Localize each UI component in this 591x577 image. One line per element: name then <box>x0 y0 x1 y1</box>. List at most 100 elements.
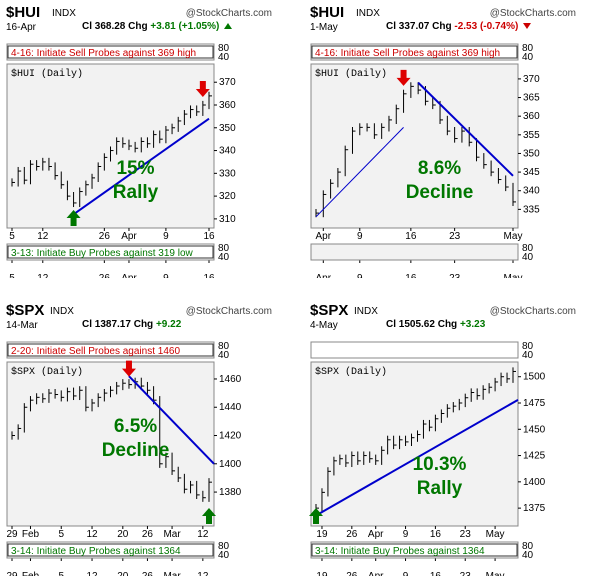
indicator-scale-label: 80 <box>522 341 534 352</box>
indicator-scale-label: 40 <box>218 550 230 561</box>
x-tick-label: 12 <box>86 529 98 540</box>
x-tick-label: 16 <box>405 273 417 278</box>
quote-line: Cl 1387.17 Chg +9.22 <box>82 319 182 330</box>
x-tick-label: May <box>486 529 505 540</box>
x-tick-label: 12 <box>37 273 49 278</box>
y-tick-label: 1400 <box>219 459 242 470</box>
x-tick-label: 26 <box>99 231 111 242</box>
x-tick-label: 29 <box>6 571 18 576</box>
x-tick-label: Mar <box>163 571 181 576</box>
x-tick-label: 23 <box>460 571 472 576</box>
top-indicator-text: 4-16: Initiate Sell Probes against 369 h… <box>11 48 196 59</box>
indicator-scale-label: 40 <box>522 52 534 63</box>
quote-line: Cl 337.07 Chg -2.53 (-0.74%) <box>386 21 532 32</box>
quote-line: Cl 1505.62 Chg +3.23 <box>386 319 486 330</box>
x-tick-label: 26 <box>346 529 358 540</box>
x-tick-label: 26 <box>99 273 111 278</box>
trendline-thin <box>315 127 404 218</box>
y-tick-label: 1375 <box>523 503 546 514</box>
buy-arrow-icon <box>309 508 323 524</box>
indicator-scale-label: 40 <box>522 550 534 561</box>
y-tick-label: 360 <box>219 100 236 111</box>
sell-arrow-icon <box>121 360 136 377</box>
x-tick-label: May <box>486 571 505 576</box>
x-tick-label: 26 <box>142 529 154 540</box>
down-triangle-icon <box>523 23 532 30</box>
y-tick-label: 1460 <box>219 374 242 385</box>
price-area <box>6 63 215 229</box>
indicator-scale-label: 80 <box>218 341 230 352</box>
chart-svg: 4-16: Initiate Sell Probes against 369 h… <box>310 43 540 278</box>
change-value: +3.81 (+1.05%) <box>150 21 220 32</box>
symbol: $HUI <box>310 4 345 21</box>
trendline <box>128 375 215 465</box>
date-label: 1-May <box>310 22 338 33</box>
y-tick-label: 365 <box>523 93 540 104</box>
price-label: $HUI (Daily) <box>11 68 83 80</box>
indicator-scale-label: 80 <box>522 243 534 254</box>
bottom-indicator-text: 3-14: Initiate Buy Probes against 1364 <box>11 546 181 557</box>
indicator-scale-label: 40 <box>218 52 230 63</box>
exchange: INDX <box>354 306 378 317</box>
x-tick-label: 16 <box>203 273 215 278</box>
x-tick-label: Apr <box>316 231 332 242</box>
x-tick-label: May <box>504 273 523 278</box>
bottom-indicator-box <box>311 543 518 557</box>
x-tick-label: 9 <box>163 273 169 278</box>
quote-line: Cl 368.28 Chg +3.81 (+1.05%) <box>82 21 233 32</box>
y-tick-label: 370 <box>523 74 540 85</box>
x-tick-label: 16 <box>430 571 442 576</box>
y-tick-label: 1450 <box>523 424 546 435</box>
annotation-word: Decline <box>406 182 474 203</box>
change-value: +9.22 <box>155 319 182 330</box>
chart-panel-spx-decline: $SPX INDX @StockCharts.com 14-Mar Cl 138… <box>4 302 282 576</box>
x-tick-label: Apr <box>121 273 137 278</box>
indicator-scale-label: 80 <box>218 43 230 54</box>
x-tick-label: 9 <box>357 231 363 242</box>
chart-panel-hui-decline: $HUI INDX @StockCharts.com 1-May Cl 337.… <box>308 4 586 278</box>
y-tick-label: 355 <box>523 130 540 141</box>
x-tick-label: 23 <box>460 529 472 540</box>
indicator-scale-label: 40 <box>522 350 534 361</box>
top-indicator-box <box>311 45 518 59</box>
x-tick-label: 9 <box>357 273 363 278</box>
trendline <box>417 81 514 177</box>
y-tick-label: 1440 <box>219 402 242 413</box>
date-label: 4-May <box>310 320 338 331</box>
x-tick-label: 20 <box>117 571 129 576</box>
bottom-indicator-text: 3-14: Initiate Buy Probes against 1364 <box>315 546 485 557</box>
y-tick-label: 1420 <box>219 431 242 442</box>
trendline <box>315 398 519 517</box>
x-tick-label: 5 <box>9 273 15 278</box>
indicator-scale-label: 80 <box>522 43 534 54</box>
x-tick-label: May <box>504 231 523 242</box>
chart-header: $HUI INDX @StockCharts.com 16-Apr Cl 368… <box>4 4 282 40</box>
exchange: INDX <box>50 306 74 317</box>
x-tick-label: 12 <box>197 571 209 576</box>
y-tick-label: 1380 <box>219 487 242 498</box>
chart-svg: 4-16: Initiate Sell Probes against 369 h… <box>6 43 236 278</box>
annotation-word: Rally <box>417 478 463 499</box>
price-label: $SPX (Daily) <box>315 366 387 378</box>
x-tick-label: 5 <box>58 571 64 576</box>
symbol: $SPX <box>310 302 349 319</box>
top-indicator-panel <box>310 341 519 359</box>
price-label: $HUI (Daily) <box>315 68 387 80</box>
x-tick-label: Feb <box>22 529 40 540</box>
y-tick-label: 1425 <box>523 451 546 462</box>
x-tick-label: 12 <box>197 529 209 540</box>
bottom-indicator-box <box>7 543 214 557</box>
x-tick-label: 16 <box>203 231 215 242</box>
x-tick-label: 12 <box>86 571 98 576</box>
top-indicator-box <box>7 343 214 357</box>
bottom-indicator-box <box>7 245 214 259</box>
price-area <box>310 63 519 229</box>
bottom-indicator-empty <box>310 243 519 261</box>
y-tick-label: 370 <box>219 77 236 88</box>
x-tick-label: 23 <box>449 273 461 278</box>
top-indicator-text: 2-20: Initiate Sell Probes against 1460 <box>11 346 180 357</box>
x-tick-label: 19 <box>316 571 328 576</box>
exchange: INDX <box>356 8 380 19</box>
y-tick-label: 1475 <box>523 398 546 409</box>
buy-arrow-icon <box>202 508 216 524</box>
